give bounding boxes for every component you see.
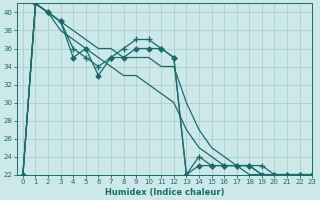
X-axis label: Humidex (Indice chaleur): Humidex (Indice chaleur) — [105, 188, 224, 197]
